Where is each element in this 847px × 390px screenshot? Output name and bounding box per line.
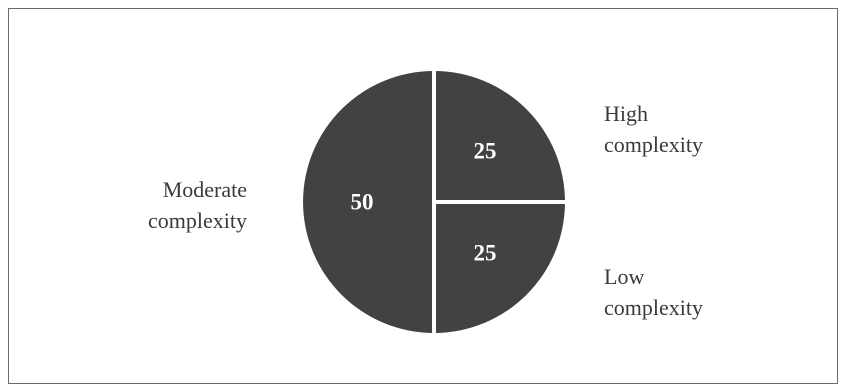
pie-chart: 25 25 50 — [303, 70, 566, 334]
category-label-high-complexity: High complexity — [604, 98, 703, 160]
pie-slice-0 — [434, 71, 565, 202]
category-label-line: complexity — [604, 132, 703, 157]
slice-value-label-0: 25 — [473, 139, 496, 164]
category-label-line: complexity — [604, 295, 703, 320]
pie-slice-2 — [303, 71, 434, 333]
pie-slice-1 — [434, 202, 565, 333]
slice-dividers — [432, 70, 566, 334]
category-label-line: complexity — [148, 208, 247, 233]
slice-value-labels: 25 25 50 — [350, 139, 496, 266]
category-label-line: Moderate — [162, 177, 247, 202]
pie-slices — [303, 71, 565, 333]
slice-value-label-1: 25 — [473, 240, 496, 265]
category-label-moderate-complexity: Moderate complexity — [148, 174, 247, 236]
chart-frame: 25 25 50 High complexity Low complexity Mo… — [8, 8, 838, 384]
category-label-low-complexity: Low complexity — [604, 261, 703, 323]
slice-value-label-2: 50 — [350, 190, 373, 215]
category-label-line: High — [604, 101, 648, 126]
category-label-line: Low — [604, 264, 645, 289]
